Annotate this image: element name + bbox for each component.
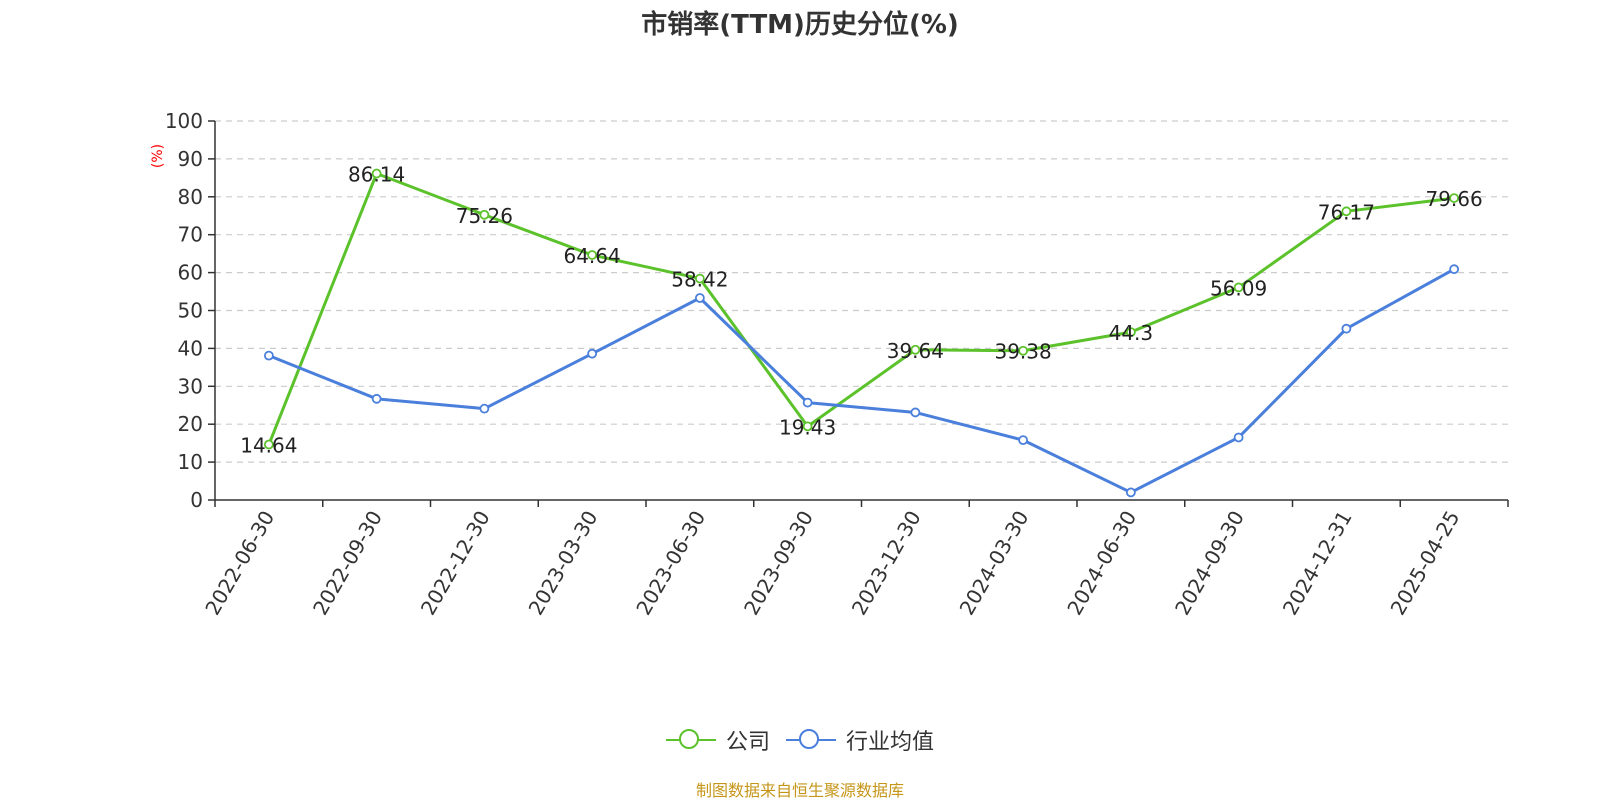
y-axis-label: (%) bbox=[150, 144, 166, 168]
x-tick-label: 2024-03-30 bbox=[955, 507, 1034, 620]
series-0-point bbox=[910, 344, 921, 355]
y-tick-label: 40 bbox=[178, 336, 203, 360]
data-source-note: 制图数据来自恒生聚源数据库 bbox=[695, 781, 904, 800]
x-tick-label: 2023-03-30 bbox=[524, 507, 603, 620]
chart-title: 市销率(TTM)历史分位(%) bbox=[641, 10, 959, 40]
data-label: 56.09 bbox=[1210, 276, 1267, 300]
x-tick-label: 2024-06-30 bbox=[1062, 507, 1141, 620]
y-tick-label: 20 bbox=[178, 412, 203, 436]
data-label: 19.43 bbox=[779, 415, 836, 439]
series-0-point bbox=[587, 250, 598, 260]
series-0-point bbox=[1449, 193, 1460, 203]
series-1-point bbox=[1233, 432, 1244, 443]
series-1-point bbox=[1018, 435, 1029, 446]
data-label: 76.17 bbox=[1318, 200, 1375, 224]
data-label: 44.3 bbox=[1109, 321, 1154, 345]
legend-company-label: 公司 bbox=[725, 730, 770, 755]
legend-item-company[interactable]: 公司 bbox=[665, 724, 770, 756]
series-1-point bbox=[1449, 264, 1460, 275]
legend-item-industry-average[interactable]: 行业均值 bbox=[786, 724, 934, 756]
series-0-point bbox=[263, 439, 274, 450]
legend-company-marker-icon bbox=[665, 728, 716, 752]
y-tick-label: 0 bbox=[190, 488, 203, 512]
data-label: 39.64 bbox=[887, 339, 944, 363]
x-tick-label: 2023-09-30 bbox=[739, 507, 818, 620]
chart-legend: 公司 行业均值 bbox=[0, 724, 1600, 756]
series-line-0 bbox=[267, 172, 1455, 446]
series-1-point bbox=[802, 397, 813, 408]
y-tick-label: 70 bbox=[178, 223, 203, 247]
y-tick-label: 10 bbox=[178, 450, 203, 474]
series-1-point bbox=[371, 393, 382, 404]
series-1-point bbox=[694, 293, 705, 303]
series-0-point bbox=[371, 168, 382, 179]
y-tick-label: 50 bbox=[178, 299, 203, 323]
legend-industry-marker-icon bbox=[786, 728, 836, 752]
y-tick-label: 80 bbox=[178, 185, 203, 209]
series-0-point bbox=[694, 273, 705, 284]
x-tick-label: 2022-12-30 bbox=[416, 507, 495, 620]
y-tick-label: 60 bbox=[178, 261, 203, 285]
series-0-point bbox=[1018, 345, 1029, 356]
series-1-point bbox=[263, 350, 274, 361]
x-tick-label: 2023-06-30 bbox=[631, 507, 710, 620]
series-0-point bbox=[1341, 206, 1352, 217]
x-tick-label: 2024-12-31 bbox=[1278, 507, 1357, 620]
series-0-point bbox=[1125, 327, 1136, 338]
data-label: 79.66 bbox=[1425, 187, 1482, 211]
y-tick-label: 90 bbox=[178, 147, 203, 171]
series-0-point bbox=[802, 421, 813, 432]
series-1-point bbox=[1341, 323, 1352, 334]
x-tick-label: 2022-06-30 bbox=[200, 507, 279, 620]
series-line-1 bbox=[268, 267, 1455, 494]
data-label: 86.14 bbox=[348, 163, 405, 187]
series-1-point bbox=[1125, 487, 1136, 498]
series-0-point bbox=[1233, 282, 1244, 293]
x-tick-label: 2022-09-30 bbox=[308, 507, 387, 620]
series-0-point bbox=[479, 209, 490, 220]
data-label: 58.42 bbox=[671, 268, 728, 292]
data-label: 64.64 bbox=[563, 244, 620, 268]
data-label: 39.38 bbox=[994, 340, 1051, 364]
y-tick-label: 30 bbox=[178, 374, 203, 398]
data-label: 14.64 bbox=[240, 434, 297, 458]
series-1-point bbox=[479, 403, 490, 414]
y-tick-label: 100 bbox=[165, 109, 203, 133]
legend-industry-label: 行业均值 bbox=[846, 730, 935, 755]
series-1-point bbox=[910, 407, 921, 418]
series-1-point bbox=[587, 348, 598, 359]
x-tick-label: 2025-04-25 bbox=[1386, 507, 1465, 620]
data-label: 75.26 bbox=[456, 204, 513, 228]
x-tick-label: 2023-12-30 bbox=[847, 507, 926, 620]
x-tick-label: 2024-09-30 bbox=[1170, 507, 1249, 620]
